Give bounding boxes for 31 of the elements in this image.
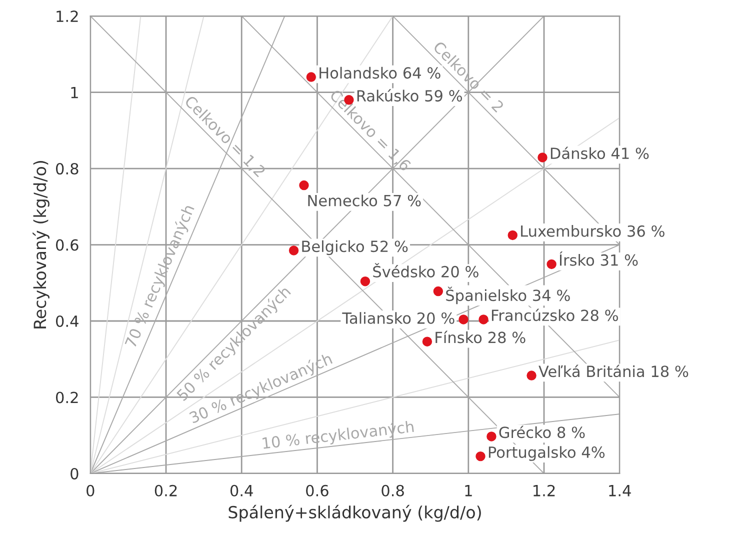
annotation: Nemecko 57 %	[308, 194, 421, 206]
x-tick-label: 0.4	[230, 484, 253, 496]
y-tick-label: 1.2	[56, 10, 78, 22]
annotation: Dánsko 41 %	[550, 146, 649, 160]
y-axis-title: Recykovaný (kg/d/o)	[32, 161, 50, 328]
annotation: Taliansko 20 %	[342, 312, 454, 324]
y-tick-label: 0.2	[56, 392, 78, 404]
annotation: Grécko 8 %	[499, 426, 585, 438]
x-tick-label: 0.8	[382, 484, 404, 496]
x-tick-label: 1	[465, 485, 472, 496]
x-tick-label: 0	[86, 484, 94, 496]
x-axis-title: Spálený+skládkovaný (kg/d/o)	[228, 504, 481, 522]
annotation: Francúzsko 28 %	[492, 308, 618, 322]
annotation: Portugalsko 4%	[488, 446, 605, 461]
y-tick-label: 0.4	[56, 315, 78, 328]
x-tick-label: 1.2	[534, 484, 555, 496]
annotation: Luxembursko 36 %	[521, 225, 664, 237]
x-tick-label: 0.6	[306, 484, 328, 496]
y-tick-label: 0.8	[56, 162, 78, 175]
annotation: Fínsko 28 %	[436, 330, 526, 344]
annotation: Írsko 31 %	[560, 252, 638, 266]
annotation: Španielsko 34 %	[446, 286, 570, 304]
annotation: Belgicko 52 %	[302, 240, 408, 256]
text: 10 % recyklovaných	[262, 420, 414, 452]
y-tick-label: 1	[71, 86, 78, 98]
y-tick-label: 0	[70, 468, 78, 480]
x-tick-label: 1.4	[609, 485, 631, 496]
annotation: Veľká Británia 18 %	[538, 364, 688, 378]
y-tick-label: 0.6	[56, 239, 78, 251]
annotation: Švédsko 20 %	[373, 263, 478, 278]
x-tick-label: 0.2	[154, 484, 177, 496]
